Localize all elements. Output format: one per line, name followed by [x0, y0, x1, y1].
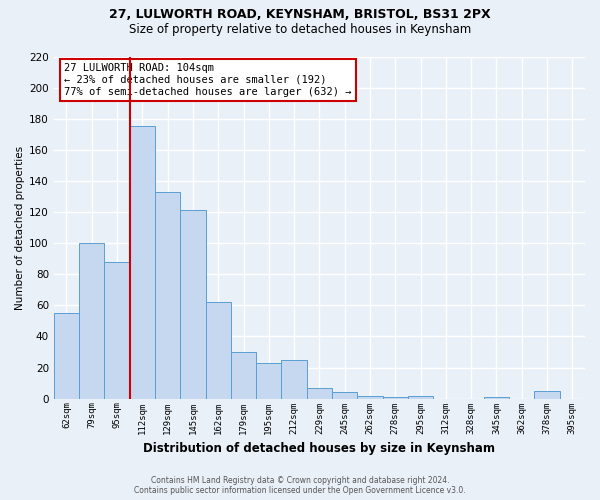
Bar	[358, 396, 383, 398]
Bar	[130, 126, 155, 398]
Bar	[332, 392, 358, 398]
Bar	[231, 352, 256, 399]
Bar	[383, 397, 408, 398]
Bar	[256, 363, 281, 398]
Bar	[155, 192, 180, 398]
Text: 27 LULWORTH ROAD: 104sqm
← 23% of detached houses are smaller (192)
77% of semi-: 27 LULWORTH ROAD: 104sqm ← 23% of detach…	[64, 64, 352, 96]
X-axis label: Distribution of detached houses by size in Keynsham: Distribution of detached houses by size …	[143, 442, 496, 455]
Bar	[180, 210, 206, 398]
Bar	[408, 396, 433, 398]
Bar	[79, 243, 104, 398]
Bar	[206, 302, 231, 398]
Text: 27, LULWORTH ROAD, KEYNSHAM, BRISTOL, BS31 2PX: 27, LULWORTH ROAD, KEYNSHAM, BRISTOL, BS…	[109, 8, 491, 20]
Y-axis label: Number of detached properties: Number of detached properties	[15, 146, 25, 310]
Text: Size of property relative to detached houses in Keynsham: Size of property relative to detached ho…	[129, 22, 471, 36]
Bar	[54, 313, 79, 398]
Bar	[307, 388, 332, 398]
Bar	[484, 397, 509, 398]
Bar	[535, 391, 560, 398]
Bar	[104, 262, 130, 398]
Text: Contains HM Land Registry data © Crown copyright and database right 2024.
Contai: Contains HM Land Registry data © Crown c…	[134, 476, 466, 495]
Bar	[281, 360, 307, 399]
